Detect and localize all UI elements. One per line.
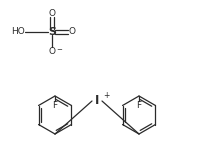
Text: I: I [95,93,99,106]
Text: F: F [53,102,58,111]
Text: HO: HO [11,27,25,36]
Text: F: F [137,102,141,111]
Text: −: − [56,47,62,53]
Text: O: O [68,27,75,36]
Text: O: O [49,9,56,18]
Text: O: O [49,46,56,55]
Text: S: S [48,27,56,37]
Text: +: + [103,91,109,100]
